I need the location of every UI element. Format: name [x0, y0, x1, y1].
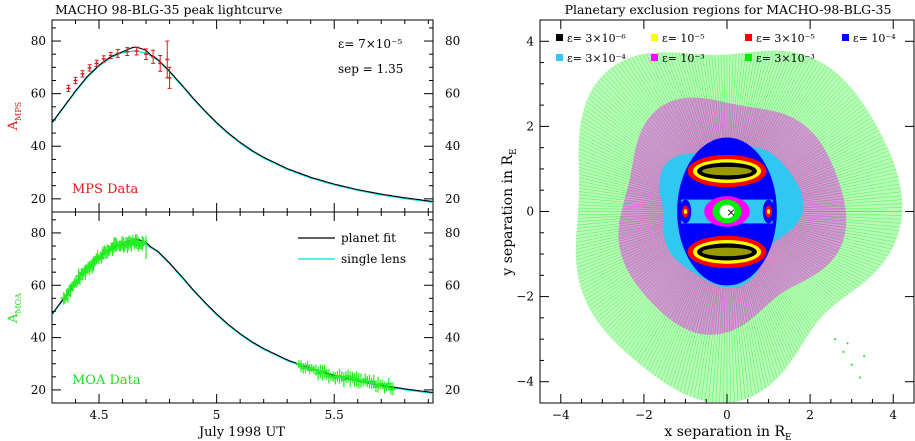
legend-label: ε= 3×10⁻³: [756, 52, 815, 65]
lightcurve-title: MACHO 98-BLG-35 peak lightcurve: [55, 2, 282, 17]
region-inner-streak: [702, 166, 752, 176]
y-tick-label: 80: [31, 34, 46, 48]
y-tick-label-right: 60: [445, 87, 460, 101]
y-tick-label: 60: [31, 278, 46, 292]
outlier-dot: [850, 363, 853, 366]
y-tick-label-right: 60: [445, 278, 460, 292]
outlier-dot: [842, 350, 845, 353]
legend-swatch: [842, 34, 849, 41]
mps-annotation-epsilon: ε= 7×10⁻⁵: [338, 37, 402, 51]
moa-ylabel: AMOA: [6, 293, 23, 324]
y-tick-label: 20: [31, 192, 46, 206]
x-tick-label: 4.5: [89, 408, 108, 422]
region-inner-streak: [702, 247, 752, 257]
legend-swatch: [651, 34, 658, 41]
mps-annotation-separation: sep = 1.35: [338, 62, 403, 76]
y-tick-label: 2: [526, 119, 534, 133]
legend-label: ε= 10⁻³: [662, 52, 705, 65]
moa-panel-frame: [51, 211, 434, 404]
y-tick-label-right: 80: [445, 34, 460, 48]
legend-swatch: [745, 34, 752, 41]
y-tick-label: 60: [31, 87, 46, 101]
y-tick-label-right: 20: [445, 192, 460, 206]
outlier-dot: [863, 355, 866, 358]
outlier-dot: [846, 342, 849, 345]
moa-data-label: MOA Data: [72, 373, 141, 388]
exclusion-title: Planetary exclusion regions for MACHO-98…: [565, 2, 892, 17]
y-tick-label: 4: [526, 34, 534, 48]
center-hole: [719, 204, 735, 219]
y-tick-label: −2: [516, 290, 534, 304]
legend-single-lens-label: single lens: [341, 252, 406, 266]
exclusion-ylabel: y separation in RE: [500, 148, 519, 276]
y-tick-label-right: 40: [445, 139, 460, 153]
exclusion-center-marker: ×: [726, 206, 735, 219]
legend-label: ε= 10⁻⁵: [662, 32, 705, 45]
exclusion-chart: Planetary exclusion regions for MACHO-98…: [500, 2, 915, 441]
y-tick-label-right: 80: [445, 226, 460, 240]
legend-swatch: [745, 54, 752, 61]
lightcurve-xlabel: July 1998 UT: [197, 425, 285, 440]
y-tick-label-right: 40: [445, 331, 460, 345]
mps-ylabel: AMPS: [6, 102, 23, 131]
legend-planet-fit-label: planet fit: [341, 231, 396, 245]
x-tick-label: 5: [213, 408, 221, 422]
legend-swatch: [556, 54, 563, 61]
side-blob-core: [766, 208, 771, 215]
legend-swatch: [651, 54, 658, 61]
y-tick-label-right: 20: [445, 383, 460, 397]
legend-label: ε= 10⁻⁴: [853, 32, 896, 45]
x-tick-label: 4: [889, 408, 897, 422]
legend-swatch: [556, 34, 563, 41]
lightcurve-chart: MACHO 98-BLG-35 peak lightcurve 20 20 40 40…: [6, 2, 460, 440]
y-tick-label: 40: [31, 139, 46, 153]
y-tick-label: 80: [31, 226, 46, 240]
x-tick-label: 0: [723, 408, 731, 422]
mps-data-label: MPS Data: [72, 182, 138, 197]
x-tick-label: 2: [806, 408, 814, 422]
single-lens-curve: [52, 50, 433, 203]
moa-legend: planet fit single lens: [298, 231, 406, 266]
legend-label: ε= 3×10⁻⁵: [756, 32, 815, 45]
legend-label: ε= 3×10⁻⁶: [567, 32, 626, 45]
y-tick-label: 40: [31, 331, 46, 345]
legend-label: ε= 3×10⁻⁴: [567, 52, 626, 65]
x-tick-label: −2: [635, 408, 653, 422]
outlier-dot: [858, 376, 861, 379]
x-tick-label: 5.5: [325, 408, 344, 422]
y-tick-label: −4: [516, 375, 534, 389]
outlier-dot: [834, 338, 837, 341]
x-tick-label: −4: [552, 408, 570, 422]
y-tick-label: 0: [526, 205, 534, 219]
planet-fit-curve: [52, 46, 433, 203]
mps-panel: 20 20 40 40 60 60 80 80 ε= 7×10⁻⁵ sep = 1.35 MP…: [6, 19, 460, 213]
exclusion-xlabel: x separation in RE: [664, 424, 791, 441]
y-tick-label: 20: [31, 383, 46, 397]
side-blob-core: [683, 208, 688, 215]
